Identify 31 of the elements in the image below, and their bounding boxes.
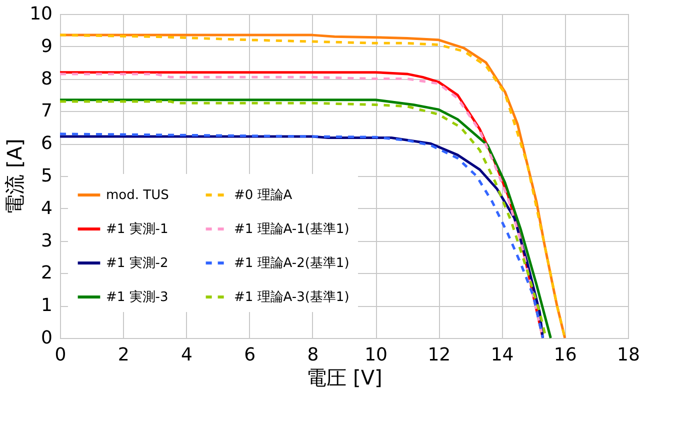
x-tick-label: 4 — [180, 344, 192, 366]
x-tick-label: 2 — [118, 344, 130, 366]
legend-label: #1 実測-2 — [106, 255, 168, 271]
y-tick-label: 2 — [41, 262, 52, 284]
legend-label: #1 理論A-1(基準1) — [234, 222, 350, 237]
y-tick-label: 1 — [41, 295, 52, 316]
x-tick-label: 12 — [428, 344, 451, 366]
legend-label: #1 実測-1 — [106, 221, 168, 237]
y-tick-label: 10 — [30, 4, 52, 24]
legend-label: #0 理論A — [234, 188, 292, 203]
x-tick-label: 8 — [307, 344, 319, 366]
y-tick-label: 9 — [41, 36, 52, 57]
legend-label: #1 理論A-2(基準1) — [234, 256, 350, 271]
y-tick-label: 6 — [41, 133, 52, 154]
y-tick-label: 5 — [41, 166, 52, 186]
y-tick-label: 4 — [41, 198, 52, 219]
y-tick-label: 3 — [41, 230, 52, 252]
y-axis-title: 電流 [A] — [2, 138, 27, 214]
legend-label: #1 実測-3 — [106, 289, 168, 305]
x-tick-label: 16 — [554, 344, 577, 366]
y-tick-label: 8 — [41, 68, 52, 90]
x-tick-label: 14 — [490, 344, 514, 366]
x-tick-label: 0 — [54, 344, 66, 366]
x-tick-label: 10 — [364, 344, 388, 366]
x-axis-title: 電圧 [V] — [306, 366, 382, 390]
legend-label: #1 理論A-3(基準1) — [234, 290, 350, 305]
x-tick-label: 6 — [244, 344, 256, 366]
y-tick-label: 7 — [41, 100, 52, 122]
legend-label: mod. TUS — [106, 188, 169, 203]
x-tick-label: 18 — [617, 344, 640, 366]
y-tick-label: 0 — [41, 328, 52, 348]
